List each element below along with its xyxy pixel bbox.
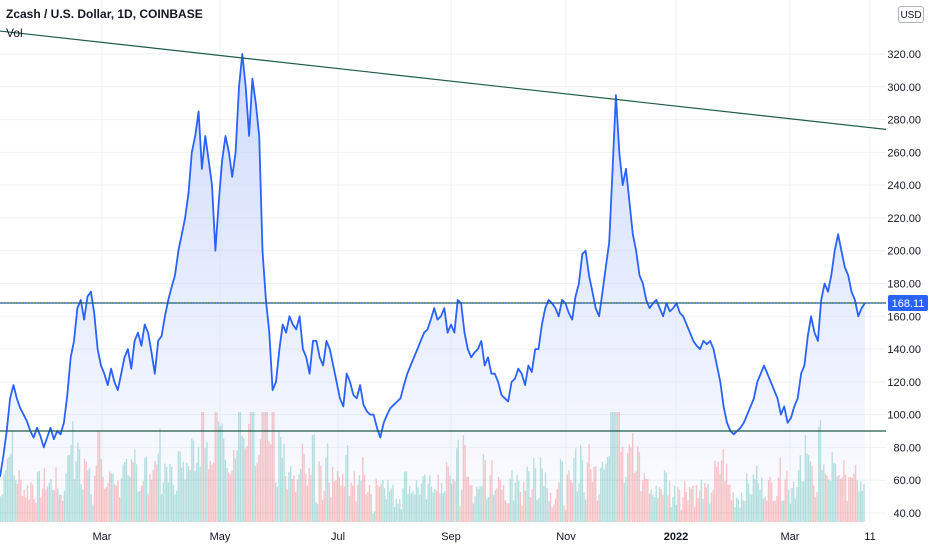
time-axis[interactable]: Mar May Jul Sep Nov 2022 Mar 11: [93, 531, 876, 543]
chart-title: Zcash / U.S. Dollar, 1D, COINBASE: [6, 7, 203, 21]
price-area-fill: [0, 54, 865, 522]
price-area: [0, 54, 865, 522]
currency-button[interactable]: USD: [898, 6, 924, 23]
last-price-marker: 168.11: [888, 294, 928, 311]
y-tick-label: 40.00: [893, 508, 921, 520]
x-tick-label: Nov: [556, 531, 576, 543]
y-tick-label: 200.00: [887, 246, 921, 258]
x-tick-label: Jul: [331, 531, 345, 543]
y-tick-label: 280.00: [887, 115, 921, 127]
y-tick-label: 300.00: [887, 82, 921, 94]
x-tick-label: May: [210, 531, 231, 543]
x-tick-label: 11: [864, 531, 875, 543]
last-price-badge: [888, 294, 928, 311]
y-tick-label: 320.00: [887, 49, 921, 61]
y-tick-label: 220.00: [887, 213, 921, 225]
resistance-trendline: [0, 30, 887, 131]
x-tick-label: Mar: [93, 531, 112, 543]
x-tick-label: 2022: [664, 531, 688, 543]
y-tick-label: 140.00: [887, 344, 921, 356]
y-tick-label: 240.00: [887, 180, 921, 192]
price-axis[interactable]: 40.00 60.00 80.00 100.00 120.00 140.00 160.00 1…: [887, 49, 921, 520]
last-price-label: 168.11: [892, 298, 925, 310]
y-tick-label: 180.00: [887, 279, 921, 291]
y-tick-label: 120.00: [887, 377, 921, 389]
y-tick-label: 160.00: [887, 311, 921, 323]
volume-indicator-label[interactable]: Vol: [6, 26, 23, 40]
y-tick-label: 60.00: [893, 475, 921, 487]
price-line: [0, 53, 866, 478]
y-tick-label: 260.00: [887, 147, 921, 159]
y-tick-label: 100.00: [887, 410, 921, 422]
drawn-lines: [0, 30, 887, 432]
y-tick-label: 80.00: [893, 442, 921, 454]
x-tick-label: Sep: [441, 531, 461, 543]
x-tick-label: Mar: [781, 531, 800, 543]
price-series-line: [0, 53, 866, 478]
